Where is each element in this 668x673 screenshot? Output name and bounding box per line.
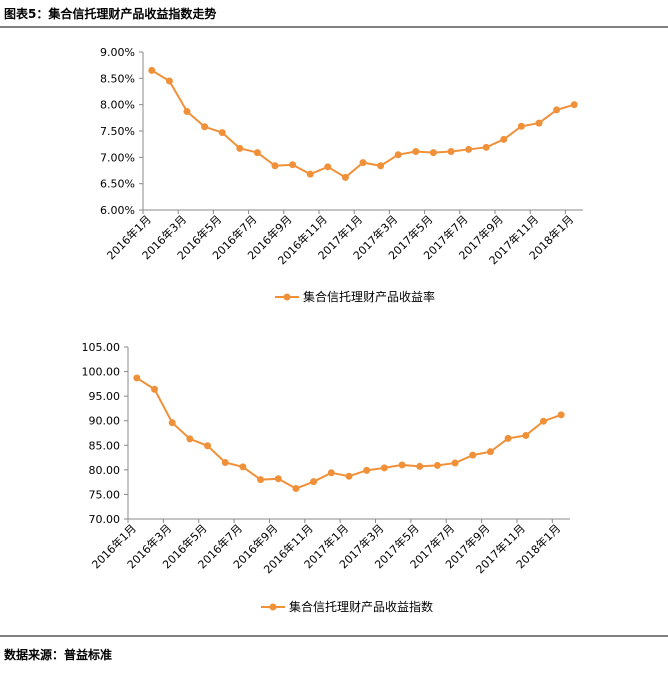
point: [236, 144, 244, 152]
point: [380, 464, 388, 472]
point: [292, 485, 300, 493]
point: [221, 458, 229, 466]
source: 数据来源：普益标准: [4, 647, 112, 662]
point: [412, 148, 420, 156]
series-line: [136, 377, 562, 490]
legend-label: 集合信托理财产品收益指数: [289, 599, 433, 614]
point: [482, 143, 490, 151]
legend-marker: [283, 293, 291, 301]
y-tick-label: 6.00%: [100, 204, 135, 217]
figure-title: 图表5：集合信托理财产品收益指数走势: [4, 6, 216, 21]
point: [451, 459, 459, 467]
point: [398, 461, 406, 469]
y-tick-label: 90.00: [89, 415, 121, 428]
point: [201, 123, 209, 131]
point: [218, 129, 226, 137]
point: [394, 151, 402, 159]
y-tick-label: 80.00: [89, 464, 121, 477]
point: [535, 119, 543, 127]
y-tick-label: 8.00%: [100, 99, 135, 112]
point: [570, 101, 578, 109]
y-tick-label: 85.00: [89, 439, 121, 452]
point: [183, 108, 191, 116]
point: [148, 66, 156, 74]
point: [271, 162, 279, 170]
y-tick-label: 7.50%: [100, 125, 135, 138]
point: [416, 462, 424, 470]
point: [429, 149, 437, 157]
point: [500, 135, 508, 143]
point: [324, 163, 332, 171]
point: [539, 417, 547, 425]
point: [133, 374, 141, 382]
point: [239, 463, 247, 471]
point: [504, 434, 512, 442]
point: [341, 173, 349, 181]
point: [522, 431, 530, 439]
point: [327, 469, 335, 477]
point: [557, 411, 565, 419]
y-tick-label: 95.00: [89, 390, 121, 403]
point: [553, 106, 561, 114]
point: [274, 475, 282, 483]
point: [168, 419, 176, 427]
point: [310, 478, 318, 486]
legend-marker: [269, 603, 277, 611]
point: [345, 472, 353, 480]
point: [517, 122, 525, 130]
y-tick-label: 9.00%: [100, 46, 135, 59]
y-tick-label: 8.50%: [100, 72, 135, 85]
point: [363, 466, 371, 474]
point: [186, 435, 194, 443]
point: [433, 461, 441, 469]
point: [253, 149, 261, 157]
point: [447, 148, 455, 156]
point: [151, 385, 159, 393]
point: [306, 170, 314, 178]
point: [469, 451, 477, 459]
point: [465, 145, 473, 153]
y-tick-label: 70.00: [89, 513, 121, 526]
point: [257, 476, 265, 484]
point: [486, 448, 494, 456]
legend-label: 集合信托理财产品收益率: [303, 289, 435, 304]
point: [289, 161, 297, 169]
point: [377, 162, 385, 170]
point: [165, 77, 173, 85]
y-tick-label: 7.00%: [100, 151, 135, 164]
point: [359, 159, 367, 167]
y-tick-label: 75.00: [89, 488, 121, 501]
y-tick-label: 100.00: [82, 366, 121, 379]
point: [204, 442, 212, 450]
y-tick-label: 6.50%: [100, 178, 135, 191]
y-tick-label: 105.00: [82, 341, 121, 354]
